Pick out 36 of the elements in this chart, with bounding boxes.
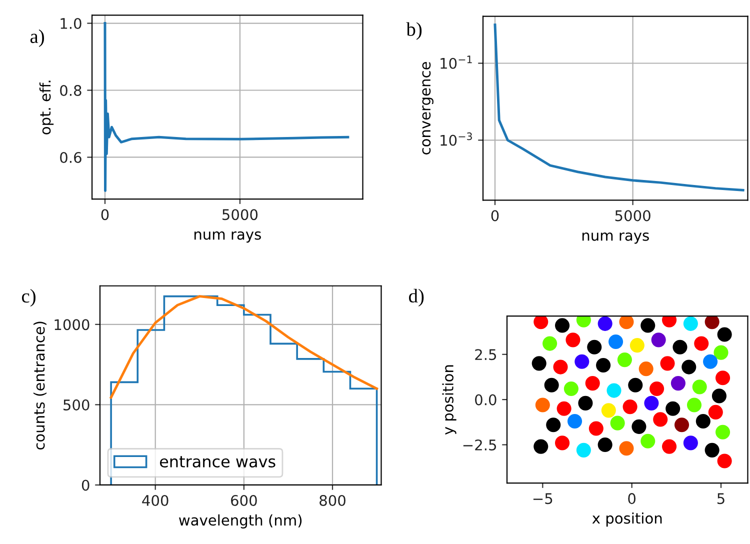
- y-tick-label: 2.5: [475, 349, 496, 360]
- y-tick-label: 500: [64, 399, 90, 410]
- x-tick-label: 5: [717, 493, 724, 504]
- y-tick-label: 1000: [54, 319, 90, 330]
- y-tick-label: 0.8: [60, 84, 82, 96]
- text: a): [30, 29, 44, 48]
- y-tick-label: 0: [82, 480, 90, 491]
- x-tick-label: 0: [101, 209, 109, 220]
- chart-title: c): [22, 289, 36, 307]
- x-tick-label: 0: [628, 493, 636, 504]
- x-axis-title: num rays: [582, 232, 649, 244]
- x-tick-label: 800: [320, 494, 346, 506]
- y-tick-label: 0.0: [475, 394, 496, 406]
- y-tick-label: −2.5: [463, 439, 496, 450]
- legend-label: entrance wavs: [160, 456, 276, 468]
- y-axis-title: counts (entrance): [33, 322, 46, 450]
- x-tick-label: 5000: [222, 209, 258, 220]
- y-tick-label: 10$^{−3}$: [440, 132, 472, 146]
- x-tick-label: 400: [142, 494, 168, 506]
- chart-title: b): [406, 22, 422, 40]
- line-series: [104, 22, 350, 192]
- y-tick-label: 1.0: [60, 18, 82, 30]
- y-axis-title: y position: [442, 365, 456, 435]
- x-axis-title: x position: [592, 512, 662, 527]
- y-axis-title: convergence: [422, 62, 434, 154]
- x-tick-label: −5: [533, 493, 552, 504]
- x-tick-label: 600: [231, 494, 257, 506]
- x-axis-title: num rays: [194, 231, 261, 243]
- x-tick-label: 5000: [615, 210, 650, 222]
- line-series: [494, 24, 744, 192]
- y-tick-label: 10$^{−1}$: [440, 56, 472, 69]
- chart-title: d): [408, 288, 424, 307]
- x-axis-title: wavelength (nm): [179, 514, 302, 528]
- y-tick-label: 0.6: [60, 152, 82, 163]
- line-series: [110, 295, 378, 399]
- y-axis-title: opt. eff.: [39, 80, 54, 134]
